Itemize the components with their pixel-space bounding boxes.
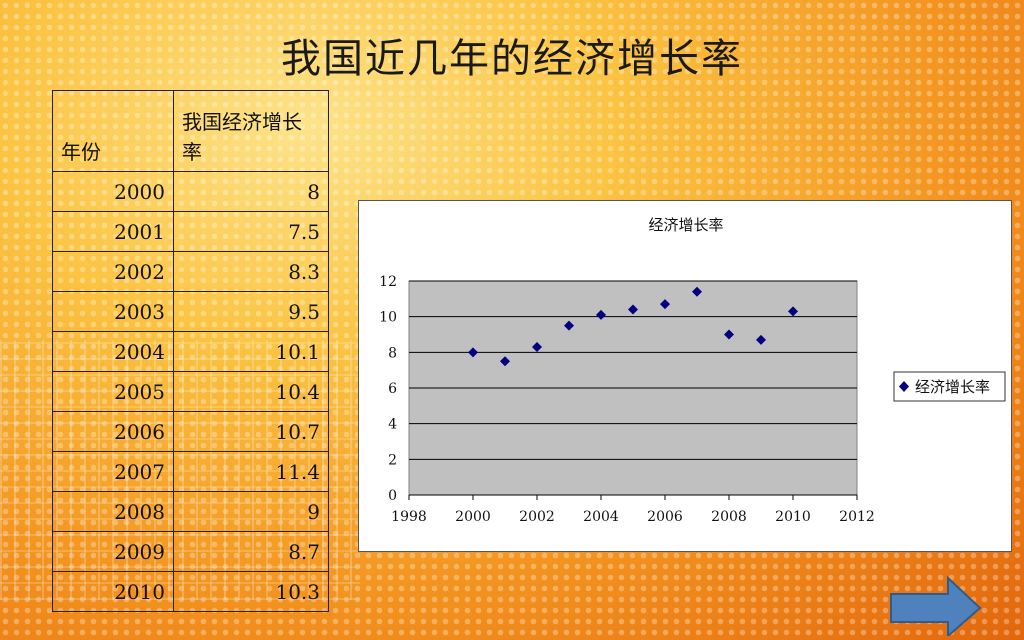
data-point bbox=[692, 286, 702, 297]
table-row: 2007 11.4 bbox=[52, 451, 329, 492]
cell-year: 2004 bbox=[52, 331, 174, 372]
cell-growth-rate: 7.5 bbox=[173, 211, 329, 252]
table-row: 2008 9 bbox=[52, 491, 329, 532]
data-point bbox=[660, 299, 670, 310]
cell-year: 2008 bbox=[52, 491, 174, 532]
table-row: 2000 8 bbox=[52, 171, 329, 212]
x-tick-label: 2004 bbox=[583, 509, 619, 525]
cell-growth-rate: 10.7 bbox=[173, 411, 329, 452]
slide-title: 我国近几年的经济增长率 bbox=[281, 36, 743, 82]
grid-lines bbox=[409, 280, 857, 496]
y-tick-label: 10 bbox=[379, 310, 397, 326]
cell-year: 2009 bbox=[52, 531, 174, 572]
cell-year: 2000 bbox=[52, 171, 174, 212]
x-tick-label: 2000 bbox=[455, 509, 491, 525]
y-tick-label: 0 bbox=[388, 488, 397, 504]
table-row: 2002 8.3 bbox=[52, 251, 329, 292]
legend-marker bbox=[899, 381, 909, 392]
data-point bbox=[788, 306, 798, 317]
data-points bbox=[468, 286, 798, 367]
table-body: 2000 8 2001 7.5 2002 8.3 2003 9.5 2004 10.1 2005 10… bbox=[52, 171, 329, 612]
table-header-row: 年份 我国经济增长率 bbox=[52, 90, 329, 172]
table-row: 2001 7.5 bbox=[52, 211, 329, 252]
data-point bbox=[596, 309, 606, 320]
cell-growth-rate: 8.3 bbox=[173, 251, 329, 292]
data-point bbox=[628, 304, 638, 315]
y-tick-label: 2 bbox=[388, 452, 397, 468]
legend-box bbox=[893, 371, 1006, 402]
cell-growth-rate: 8.7 bbox=[173, 531, 329, 572]
table-row: 2010 10.3 bbox=[52, 571, 329, 612]
cell-year: 2001 bbox=[52, 211, 174, 252]
table-row: 2005 10.4 bbox=[52, 371, 329, 412]
cell-growth-rate: 10.4 bbox=[173, 371, 329, 412]
header-growth-rate: 我国经济增长率 bbox=[173, 90, 329, 172]
x-tick-label: 1998 bbox=[391, 509, 427, 525]
data-point bbox=[532, 341, 542, 352]
cell-growth-rate: 8 bbox=[173, 171, 329, 212]
cell-year: 2007 bbox=[52, 451, 174, 492]
cell-year: 2010 bbox=[52, 571, 174, 612]
y-tick-label: 4 bbox=[388, 417, 397, 433]
x-tick-label: 2006 bbox=[647, 509, 683, 525]
data-point bbox=[564, 320, 574, 331]
x-tick-label: 2008 bbox=[711, 509, 747, 525]
y-axis-ticks: 0 2 4 6 8 10 12 bbox=[379, 274, 397, 504]
cell-year: 2006 bbox=[52, 411, 174, 452]
x-tick-label: 2010 bbox=[775, 509, 811, 525]
data-point bbox=[756, 334, 766, 345]
scatter-chart: 经济增长率 0 2 4 6 8 10 12 1998 2000 2002 2004 2006 2008… bbox=[379, 216, 1006, 525]
table-row: 2004 10.1 bbox=[52, 331, 329, 372]
x-tick-label: 2012 bbox=[839, 509, 875, 525]
legend-label: 经济增长率 bbox=[915, 378, 990, 396]
cell-year: 2003 bbox=[52, 291, 174, 332]
chart-title: 经济增长率 bbox=[648, 216, 723, 234]
cell-growth-rate: 11.4 bbox=[173, 451, 329, 492]
cell-growth-rate: 10.3 bbox=[173, 571, 329, 612]
data-point bbox=[724, 329, 734, 340]
y-tick-label: 12 bbox=[379, 274, 397, 290]
data-point bbox=[468, 347, 478, 358]
cell-growth-rate: 9 bbox=[173, 491, 329, 532]
table-row: 2009 8.7 bbox=[52, 531, 329, 572]
chart-container: 经济增长率 0 2 4 6 8 10 12 1998 2000 2002 2004 2006 2008… bbox=[358, 200, 1012, 552]
data-point bbox=[500, 356, 510, 367]
x-tick-label: 2002 bbox=[519, 509, 555, 525]
table-row: 2003 9.5 bbox=[52, 291, 329, 332]
cell-year: 2005 bbox=[52, 371, 174, 412]
legend: 经济增长率 bbox=[893, 371, 1006, 402]
y-tick-label: 6 bbox=[388, 381, 397, 397]
right-arrow-icon[interactable] bbox=[888, 576, 984, 636]
cell-growth-rate: 9.5 bbox=[173, 291, 329, 332]
header-year: 年份 bbox=[52, 90, 174, 172]
y-tick-label: 8 bbox=[388, 345, 397, 361]
cell-growth-rate: 10.1 bbox=[173, 331, 329, 372]
table-row: 2006 10.7 bbox=[52, 411, 329, 452]
growth-rate-table: 年份 我国经济增长率 2000 8 2001 7.5 2002 8.3 2003 9.5 200… bbox=[52, 90, 329, 612]
cell-year: 2002 bbox=[52, 251, 174, 292]
x-axis-ticks: 1998 2000 2002 2004 2006 2008 2010 2012 bbox=[391, 495, 875, 525]
